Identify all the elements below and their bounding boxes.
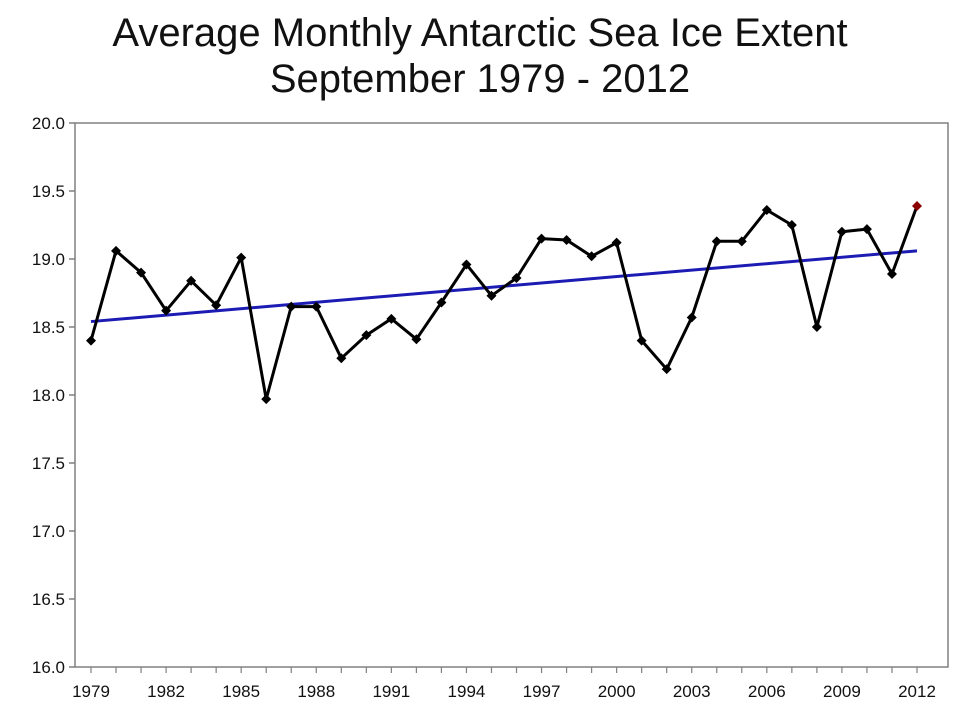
y-axis: 16.0 16.5 17.0 17.5 18.0 18.5 19.0 19.5 20.0 <box>32 114 75 677</box>
data-point <box>136 267 147 278</box>
x-tick-label: 2009 <box>823 682 861 701</box>
x-tick-label: 1988 <box>297 682 335 701</box>
y-tick-label: 16.0 <box>32 658 65 677</box>
data-point <box>161 305 172 316</box>
data-point <box>486 290 497 301</box>
data-point <box>861 224 872 235</box>
x-axis: 1979 1982 1985 1988 1991 1994 1997 2000 2003 2006… <box>72 667 936 701</box>
data-point <box>111 245 122 256</box>
x-tick-label: 1982 <box>147 682 185 701</box>
x-tick-label: 1991 <box>372 682 410 701</box>
extent-line <box>89 205 919 401</box>
data-point <box>411 334 422 345</box>
data-point <box>886 268 897 279</box>
data-point <box>711 236 722 247</box>
x-tick-label: 1994 <box>448 682 486 701</box>
data-point <box>311 301 322 312</box>
y-tick-label: 17.5 <box>32 454 65 473</box>
y-tick-label: 20.0 <box>32 114 65 133</box>
x-tick-label: 2012 <box>898 682 936 701</box>
plot-area <box>74 122 949 668</box>
data-point <box>436 297 447 308</box>
data-point <box>286 301 297 312</box>
y-tick-label: 16.5 <box>32 590 65 609</box>
data-point <box>211 300 222 311</box>
x-tick-label: 1997 <box>523 682 561 701</box>
data-point <box>261 394 272 405</box>
data-point <box>611 237 622 248</box>
y-tick-label: 19.5 <box>32 182 65 201</box>
data-point <box>686 312 697 323</box>
series-layer <box>86 200 922 405</box>
data-point <box>86 335 96 346</box>
x-tick-label: 1985 <box>222 682 260 701</box>
chart-title: Average Monthly Antarctic Sea Ice Extent… <box>0 10 960 102</box>
data-point <box>361 330 372 341</box>
y-tick-label: 19.0 <box>32 250 65 269</box>
data-point <box>536 233 547 244</box>
data-point <box>836 226 847 237</box>
x-tick-label: 2006 <box>748 682 786 701</box>
data-point <box>786 220 797 230</box>
data-point <box>736 236 747 247</box>
data-point <box>661 364 672 375</box>
data-point <box>386 313 397 324</box>
data-point <box>561 234 572 245</box>
y-tick-label: 18.0 <box>32 386 65 405</box>
data-point <box>336 353 347 364</box>
data-point <box>511 273 522 284</box>
x-tick-label: 2003 <box>673 682 711 701</box>
x-tick-label: 2000 <box>598 682 636 701</box>
data-point <box>912 200 922 211</box>
chart-title-line1: Average Monthly Antarctic Sea Ice Extent <box>112 11 848 55</box>
data-point <box>586 251 597 262</box>
data-point <box>811 322 822 332</box>
data-point <box>186 275 197 286</box>
x-tick-label: 1979 <box>72 682 110 701</box>
data-point <box>461 259 472 270</box>
data-point <box>761 205 772 216</box>
y-tick-label: 18.5 <box>32 318 65 337</box>
chart-title-line2: September 1979 - 2012 <box>269 57 691 101</box>
y-tick-label: 17.0 <box>32 522 65 541</box>
data-point <box>636 335 647 346</box>
data-point <box>236 252 247 263</box>
